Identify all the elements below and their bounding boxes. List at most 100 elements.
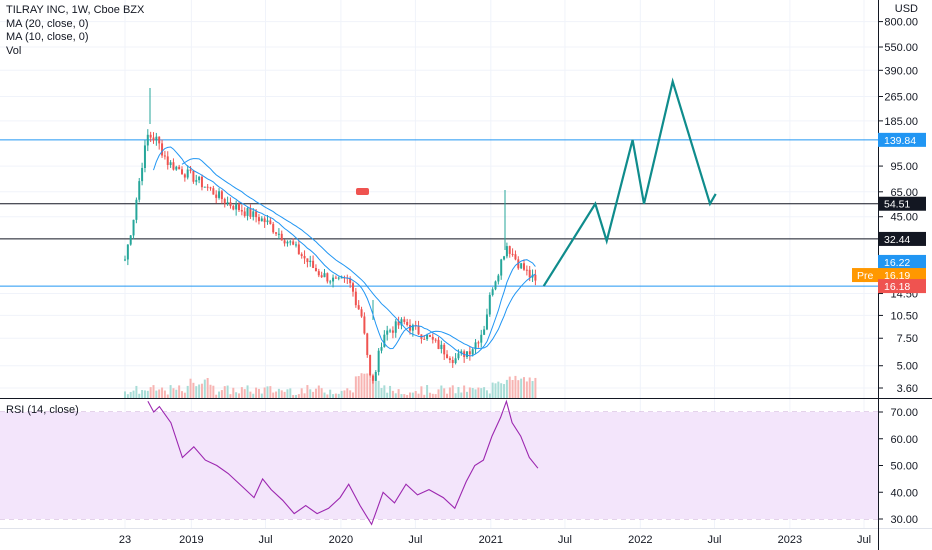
candle-body [437,339,440,350]
pre-tag-prefix: Pre [857,270,874,282]
rsi-series-line [147,399,539,526]
volume-bar [203,379,206,398]
ma-line-20 [181,158,536,350]
candle-body [143,145,146,168]
volume-bar [431,393,434,398]
candle-body [428,334,431,337]
projection-drawing[interactable] [542,77,717,287]
alert-marker[interactable] [356,188,369,195]
legend-symbol[interactable]: TILRAY INC, 1W, Cboe BZX [6,4,145,16]
moving-averages [153,146,536,357]
horizontal-levels[interactable] [0,139,878,287]
volume-bar [166,394,169,398]
price-label[interactable]: 95.00 [890,161,918,173]
volume-bar [508,376,511,398]
price-label[interactable]: 185.00 [884,116,918,128]
volume-bar [243,389,246,398]
volume-bar [295,394,297,398]
ma-line-10 [153,146,536,357]
volume-bar [337,393,340,398]
candle-body [386,330,389,335]
candle-body [232,206,235,210]
price-label[interactable]: 45.00 [890,212,918,224]
candle-body [266,220,269,223]
price-label[interactable]: 265.00 [884,92,918,104]
rsi-axis[interactable]: 30.00 40.00 50.00 60.00 70.00 [878,407,918,526]
candle-body [485,314,488,330]
candle-body [431,336,434,340]
candle-body [172,162,175,170]
candle-body [132,219,135,236]
pre-tag-prefix-bg [852,268,878,283]
price-label[interactable]: 65.00 [890,187,918,199]
candle-body [286,241,289,244]
volume-bar [124,391,126,398]
time-axis[interactable]: 23 2019 Jul 2020 Jul 2021 Jul 2022 Jul 2023 Jul [119,534,871,546]
candle-body [249,208,252,217]
candle-body [166,156,169,166]
volume-bar [329,389,332,398]
legend-ma20[interactable]: MA (20, close, 0) [6,17,89,30]
volume-bar [146,390,149,398]
volume-bar [352,392,354,398]
candle-body [283,240,286,244]
price-label[interactable]: 390.00 [884,65,918,77]
volume-bar [198,384,201,398]
volume-bar [155,390,158,398]
pre-tag-bg [878,268,926,283]
candle-body [175,166,178,170]
candle-body [409,325,411,331]
time-label: 2023 [778,534,802,546]
volume-bar [126,394,129,398]
candle-body [448,358,451,360]
time-label: Jul [258,534,272,546]
volume-bar [346,388,349,398]
legend-vol[interactable]: Vol [6,44,22,57]
candle-body [491,289,494,295]
volume-bar [132,390,135,398]
volume-bar [403,394,406,398]
candle-body [514,254,517,260]
volume-bar [249,391,252,398]
candle-body [400,319,403,326]
price-label[interactable]: 5.00 [897,361,918,373]
rsi-label: 60.00 [890,434,918,446]
volume-bar [340,390,343,398]
volume-bar [466,391,468,398]
candle-body [312,260,315,268]
volume-bar [303,393,306,398]
candle-body [158,136,161,144]
projection-zigzag [542,77,717,287]
volume-bar [229,394,232,398]
price-axis[interactable]: 3.605.007.5010.5014.5032.4445.0065.0095.… [878,17,918,395]
price-tag-16.18-bg [878,279,926,294]
volume-bar [218,391,221,398]
volume-bar [314,388,317,398]
price-label[interactable]: 7.50 [897,333,918,345]
volume-bar [528,377,531,398]
volume-bar [292,394,295,398]
candle-body [183,174,186,178]
candle-body [394,321,397,333]
candle-body [292,241,295,245]
volume-bar [386,392,389,398]
legend-rsi[interactable]: RSI (14, close) [6,404,79,416]
candle-body [374,371,377,381]
price-label[interactable]: 10.50 [890,310,918,322]
candle-body [141,167,144,182]
volume-bar [189,378,192,398]
volume-bar [272,392,275,398]
volume-bar [523,377,525,398]
candle-body [454,358,457,364]
legend-ma10[interactable]: MA (10, close, 0) [6,31,89,43]
price-label[interactable]: 550.00 [884,42,918,54]
volume-bar [306,385,309,398]
volume-bar [443,388,446,398]
candle-body [471,349,474,355]
candle-body [523,263,525,270]
price-label[interactable]: 3.60 [897,383,918,395]
price-label[interactable]: 800.00 [884,17,918,29]
volume-bar [334,393,337,398]
